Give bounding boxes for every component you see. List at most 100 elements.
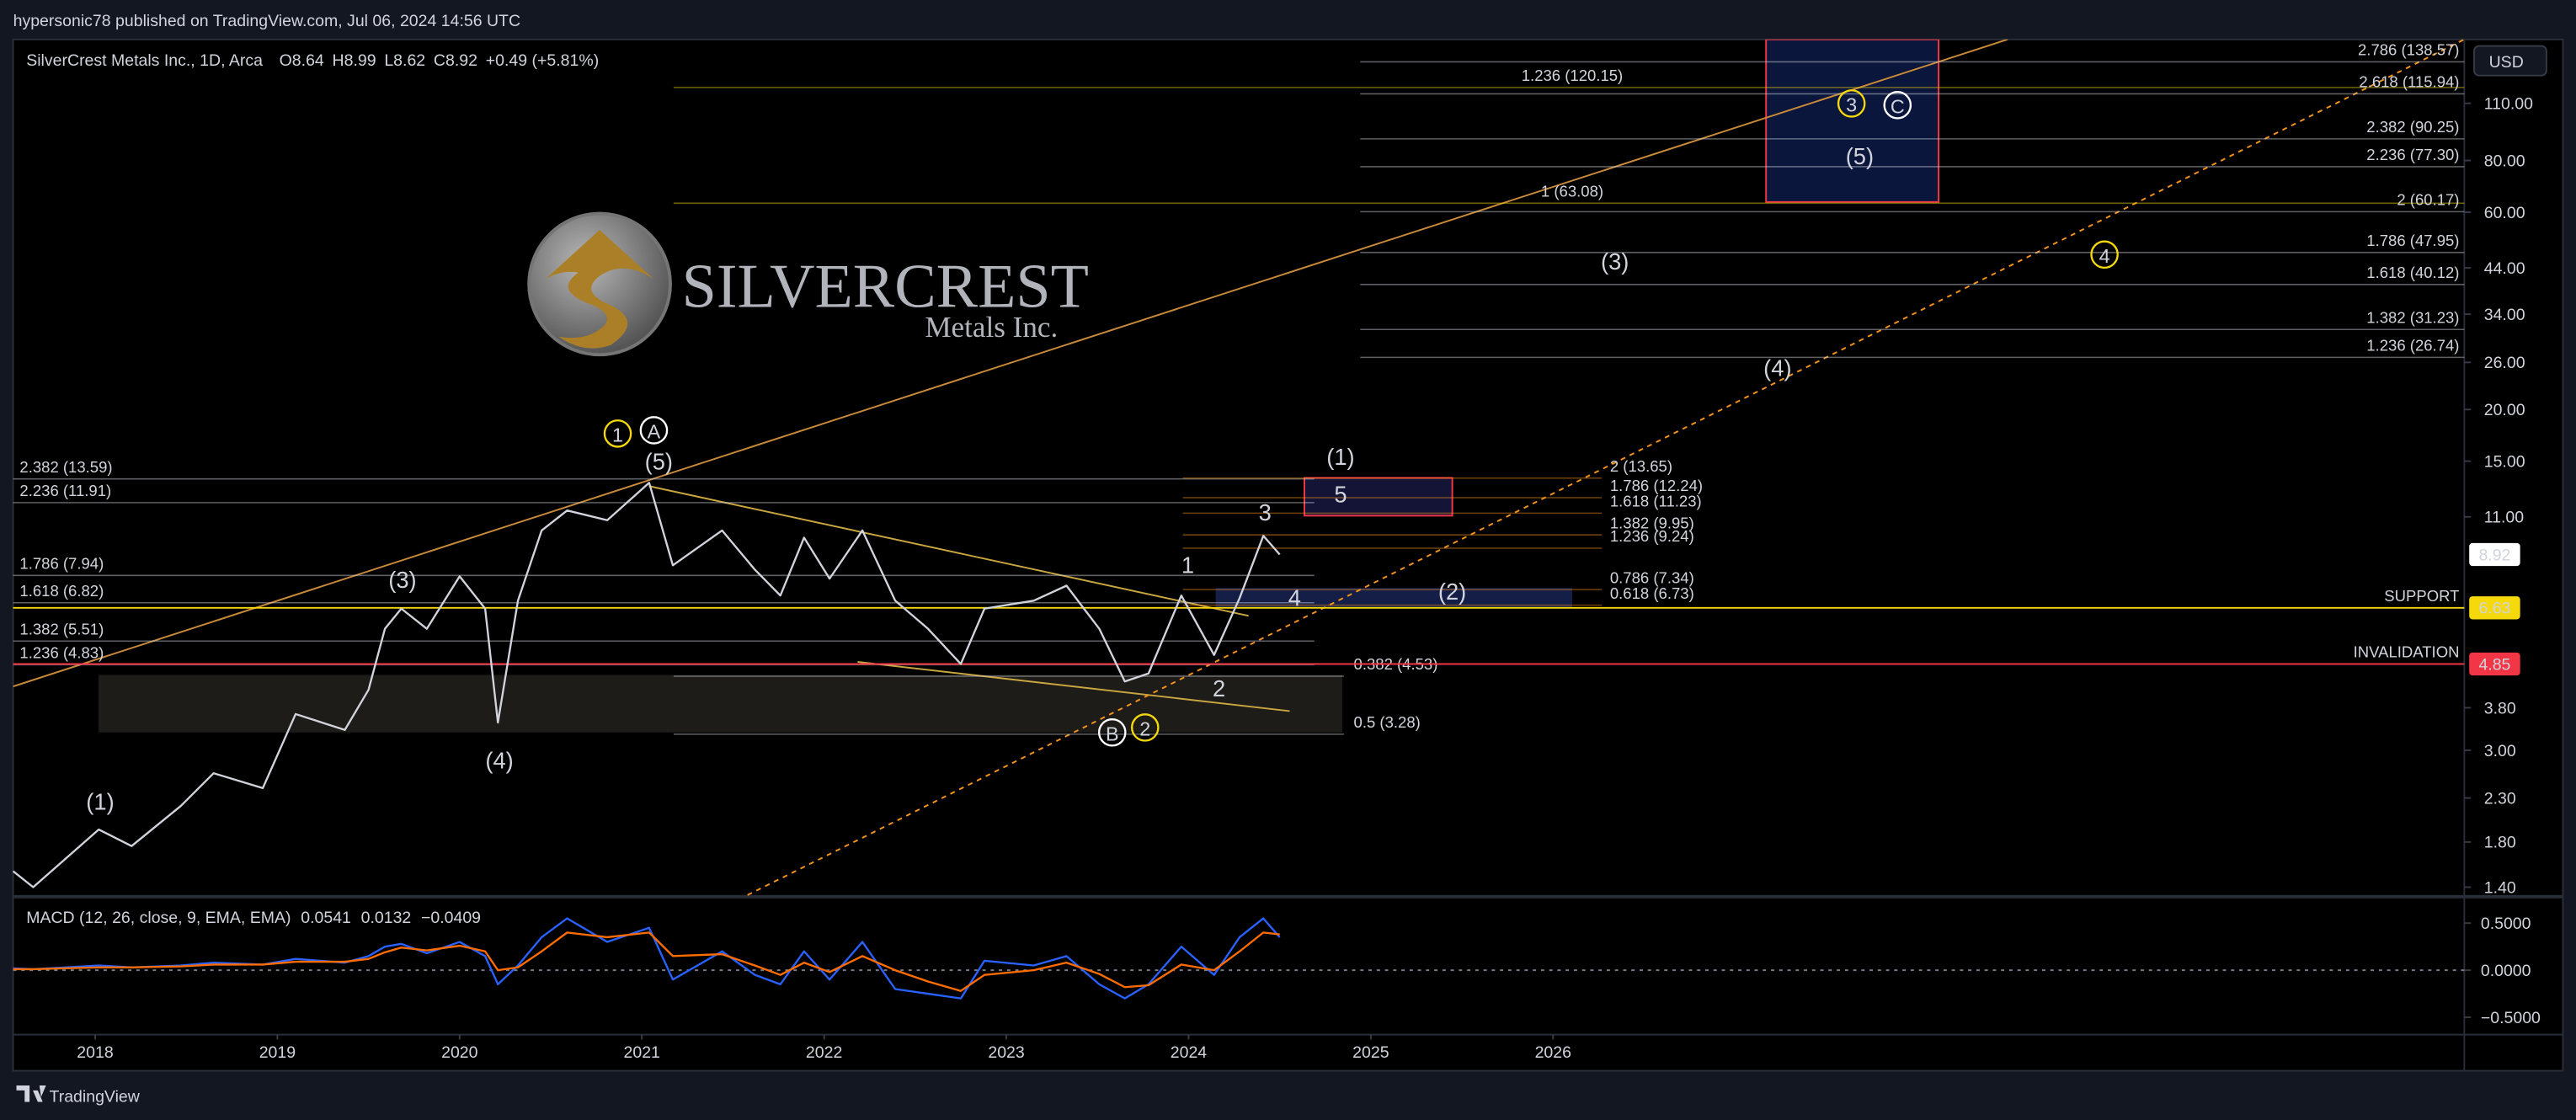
symbol: SilverCrest Metals Inc., 1D, Arca: [26, 51, 263, 70]
wave-circle: [603, 419, 632, 448]
trend-line: [648, 485, 1249, 617]
fib-label: 1 (63.08): [1541, 182, 1603, 200]
published-info: hypersonic78 published on TradingView.co…: [13, 12, 520, 30]
logo-mark: [545, 230, 654, 349]
fib-label: 1.382 (5.51): [19, 620, 104, 637]
fib-label: 1.786 (12.24): [1610, 477, 1703, 494]
y-tick-label: −0.5000: [2481, 1009, 2541, 1027]
y-tick-label: 3.80: [2484, 699, 2516, 717]
x-tick-label: 2020: [441, 1043, 478, 1062]
drawings: [13, 39, 2465, 896]
x-tick-label: 2018: [77, 1043, 113, 1062]
level-name: SUPPORT: [2384, 587, 2459, 605]
ohlc-legend: O8.64 H8.99 L8.62 C8.92 +0.49 (+5.81%): [280, 51, 600, 70]
fib-label: 2.382 (13.59): [19, 458, 112, 476]
fib-label: 0.618 (6.73): [1610, 584, 1694, 602]
y-tick-label: 0.0000: [2481, 962, 2531, 980]
wave-label: 4: [2099, 245, 2110, 267]
price-tag-label: 8.92: [2478, 546, 2510, 564]
logo-circle: [527, 211, 672, 357]
fib-label: 1.236 (4.83): [19, 644, 104, 662]
macd-line: [13, 917, 1281, 1000]
y-tick-label: 3.00: [2484, 742, 2516, 760]
y-tick-label: 2.30: [2484, 789, 2516, 808]
fib-label: 1.236 (120.15): [1522, 67, 1623, 84]
brand-logo: [16, 1085, 46, 1102]
trend-line: [857, 660, 1290, 712]
target-box: [1215, 588, 1573, 608]
wave-label: 4: [1288, 585, 1301, 611]
y-tick-label: 44.00: [2484, 259, 2525, 278]
y-tick-label: 15.00: [2484, 452, 2525, 471]
watermark: SILVERCREST Metals Inc.: [527, 211, 1089, 357]
wave-label: C: [1891, 96, 1905, 118]
y-tick-label: 110.00: [2484, 95, 2533, 114]
wave-label: (4): [485, 748, 513, 774]
price-tag-label: 6.63: [2478, 600, 2510, 618]
wave-label: 3: [1846, 94, 1857, 116]
price-tag-label: 4.85: [2478, 655, 2510, 674]
wave-label: (1): [86, 788, 114, 814]
macd-line: [13, 931, 1280, 992]
level-name: INVALIDATION: [2354, 643, 2460, 661]
footer: TradingView: [16, 1085, 141, 1107]
fib-label: 2.618 (115.94): [2359, 73, 2459, 91]
wave-label: (4): [1763, 355, 1791, 381]
wave-circle: [1130, 713, 1160, 742]
wave-label: (2): [1438, 579, 1466, 605]
x-tick-label: 2026: [1535, 1043, 1571, 1062]
wave-circle: [1097, 717, 1127, 747]
fib-label: 1.236 (26.74): [2366, 337, 2459, 355]
wave-label: (3): [1601, 248, 1629, 275]
channel-line: [747, 39, 2465, 896]
x-tick-label: 2025: [1352, 1043, 1389, 1062]
ohlc-value: O8.64: [280, 51, 324, 70]
brand: TradingView: [50, 1088, 141, 1107]
wave-circle: [1837, 89, 1866, 118]
y-tick-label: 0.5000: [2481, 915, 2531, 933]
wave-label: 2: [1139, 718, 1150, 740]
y-tick-label: 1.80: [2484, 834, 2516, 852]
macd-legend-value: 0.0132: [361, 909, 412, 927]
fib-label: 2.786 (138.57): [2358, 41, 2459, 59]
price-tag: [2469, 542, 2520, 567]
price-change: +0.49 (+5.81%): [486, 51, 599, 70]
target-box: [1304, 477, 1453, 517]
y-tick-label: 26.00: [2484, 354, 2525, 372]
support-zone: [99, 675, 1342, 733]
fib-label: 2.382 (90.25): [2366, 118, 2459, 136]
ohlc-value: H8.99: [333, 51, 376, 70]
y-tick-label: 60.00: [2484, 204, 2525, 222]
fib-label: 2 (60.17): [2397, 191, 2459, 209]
y-tick-label: 11.00: [2484, 509, 2525, 527]
watermark-subtitle: Metals Inc.: [925, 311, 1058, 344]
fib-label: 1.618 (6.82): [19, 582, 104, 600]
ohlc-value: L8.62: [384, 51, 425, 70]
wave-label: 1: [1181, 552, 1194, 579]
fib-label: 1.618 (40.12): [2366, 264, 2459, 281]
wave-label: 2: [1213, 675, 1225, 701]
fib-label: 1.382 (9.95): [1610, 514, 1694, 531]
macd-legend-value: −0.0409: [421, 909, 481, 927]
currency[interactable]: USD: [2489, 53, 2524, 72]
chart-frame: [12, 38, 2564, 1072]
y-tick-label: 80.00: [2484, 152, 2525, 170]
trend-line: [13, 39, 2008, 688]
currency-button[interactable]: [2473, 45, 2547, 77]
wave-label: 3: [1259, 499, 1272, 525]
fib-label: 1.618 (11.23): [1610, 493, 1702, 510]
wave-circle: [1883, 91, 1912, 120]
fib-label: 1.382 (31.23): [2366, 308, 2459, 326]
x-tick-label: 2023: [988, 1043, 1024, 1062]
watermark-name: SILVERCREST: [682, 253, 1089, 322]
fib-label: 2.236 (11.91): [19, 482, 111, 499]
y-tick-label: 20.00: [2484, 401, 2525, 419]
wave-label: 5: [1334, 482, 1347, 508]
price-tag: [2469, 652, 2520, 676]
fib-label: 1.786 (7.94): [19, 555, 104, 573]
macd-legend-value: 0.0541: [301, 909, 351, 927]
wave-label: A: [648, 421, 661, 443]
wave-circle: [2090, 240, 2119, 269]
